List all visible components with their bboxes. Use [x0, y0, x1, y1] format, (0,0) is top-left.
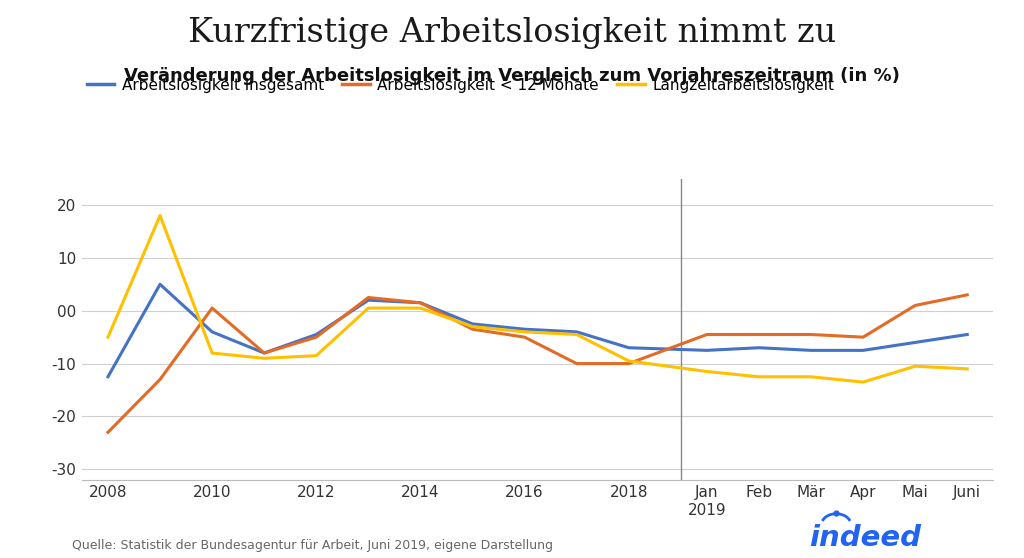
Legend: Arbeitslosigkeit insgesamt, Arbeitslosigkeit < 12 Monate, Langzeitarbeitslosigke: Arbeitslosigkeit insgesamt, Arbeitslosig… [81, 71, 841, 99]
Text: Kurzfristige Arbeitslosigkeit nimmt zu: Kurzfristige Arbeitslosigkeit nimmt zu [188, 17, 836, 49]
Text: indeed: indeed [810, 525, 922, 552]
Text: Quelle: Statistik der Bundesagentur für Arbeit, Juni 2019, eigene Darstellung: Quelle: Statistik der Bundesagentur für … [72, 540, 553, 552]
Text: Veränderung der Arbeitslosigkeit im Vergleich zum Vorjahreszeitraum (in %): Veränderung der Arbeitslosigkeit im Verg… [124, 67, 900, 85]
